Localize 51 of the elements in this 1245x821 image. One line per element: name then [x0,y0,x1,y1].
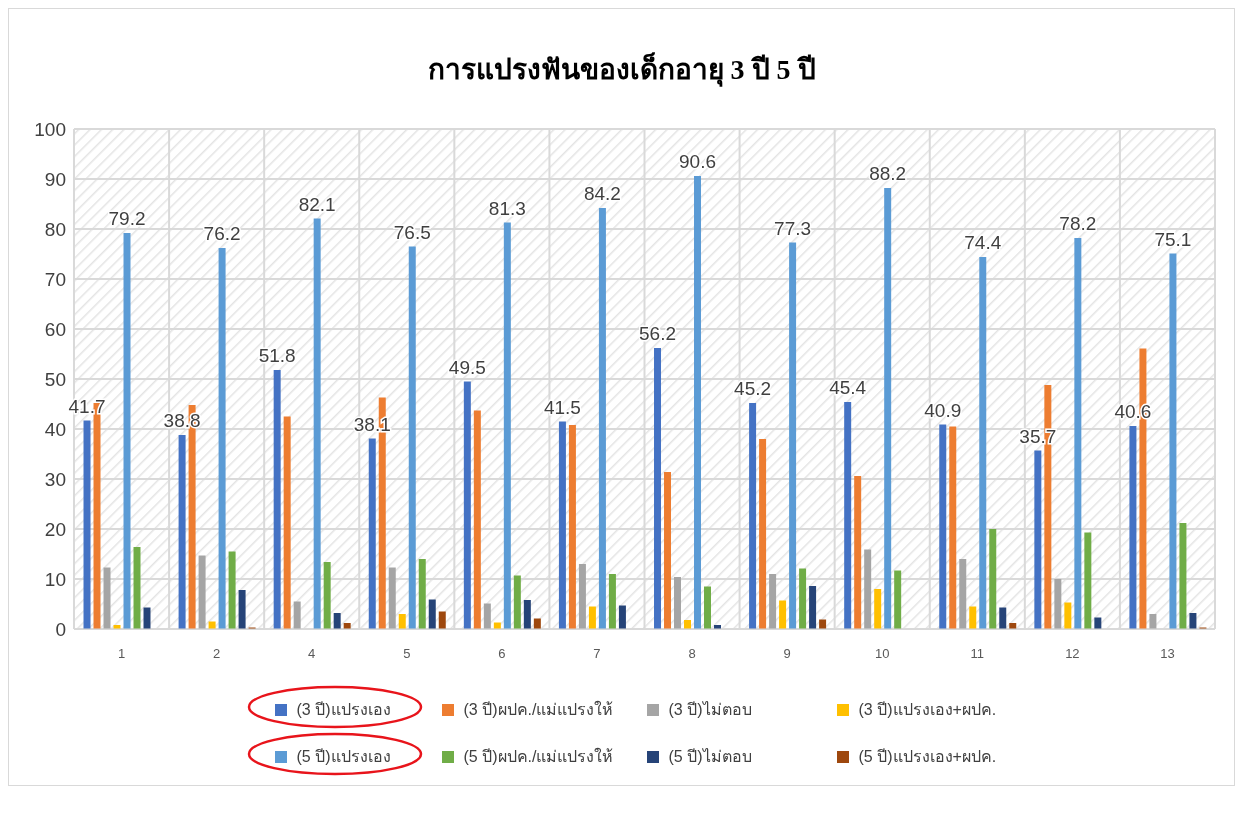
y-tick-label: 70 [44,268,66,290]
data-label: 78.2 [1059,213,1097,234]
y-tick-label: 10 [44,568,66,590]
y-tick-label: 60 [44,318,66,340]
data-label: 76.5 [393,221,431,243]
x-tick-label: 1 [117,646,126,662]
data-label: 45.4 [829,377,867,398]
x-tick-label: 12 [1065,646,1080,662]
x-tick-label: 11 [970,646,985,662]
data-label: 77.3 [774,217,812,239]
y-tick-label: 30 [44,468,66,490]
data-label: 40.9 [924,399,962,421]
data-label: 79.2 [108,208,146,229]
data-label: 45.2 [734,378,772,399]
data-label: 90.6 [679,151,716,172]
data-label: 51.8 [258,345,296,366]
data-label: 41.5 [543,396,581,418]
y-tick-label: 90 [44,168,66,190]
x-tick-label: 6 [498,646,506,662]
data-label: 74.4 [964,232,1002,253]
x-tick-label: 4 [308,646,316,662]
legend-label: (5 ปี)แปรงเอง+ผปค. [858,747,997,767]
data-label: 88.2 [869,163,907,184]
y-tick-label: 50 [44,368,66,390]
chart-title: การแปรงฟันของเด็กอายุ 3 ปี 5 ปี [426,51,817,89]
legend-label: (3 ปี)ไม่ตอบ [668,700,752,720]
y-tick-label: 40 [44,418,66,440]
data-label: 82.1 [298,193,336,215]
y-tick-label: 100 [34,118,66,140]
data-label: 84.2 [583,183,621,204]
data-label: 75.1 [1154,228,1192,250]
x-tick-label: 10 [874,646,890,662]
legend-label: (5 ปี)ผปค./แม่แปรงให้ [463,746,614,767]
data-label: 56.2 [639,323,676,344]
y-tick-label: 0 [55,618,66,640]
y-tick-label: 20 [44,518,66,540]
data-label: 49.5 [448,356,486,378]
y-tick-label: 80 [44,218,66,240]
legend-label: (5 ปี)แปรงเอง [296,747,391,767]
data-label: 76.2 [203,223,241,244]
legend-label: (5 ปี)ไม่ตอบ [668,747,752,767]
legend-label: (3 ปี)แปรงเอง+ผปค. [858,700,997,720]
x-tick-label: 13 [1160,646,1175,662]
x-tick-label: 5 [403,646,411,662]
legend-label: (3 ปี)ผปค./แม่แปรงให้ [463,699,614,720]
data-label: 81.3 [488,197,526,219]
x-tick-label: 7 [593,646,601,662]
x-tick-label: 2 [213,646,221,662]
x-tick-label: 9 [783,646,791,662]
legend-label: (3 ปี)แปรงเอง [296,700,391,720]
x-tick-label: 8 [688,646,696,662]
